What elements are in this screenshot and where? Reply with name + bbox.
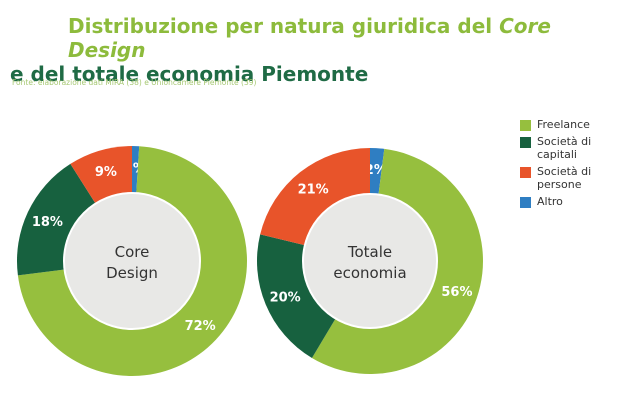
data-label: 20%: [270, 291, 301, 306]
legend-item: Società di persone: [520, 165, 617, 191]
legend-swatch: [520, 120, 531, 131]
data-label: 18%: [32, 215, 63, 230]
legend-label: Freelance: [537, 118, 590, 131]
data-label: 21%: [298, 183, 329, 198]
legend-label: Società di capitali: [537, 135, 592, 161]
legend-swatch: [520, 167, 531, 178]
legend-swatch: [520, 137, 531, 148]
title-line-2: e del totale economia Piemonte: [10, 62, 369, 86]
data-label: 72%: [185, 319, 216, 334]
legend-item: Società di capitali: [520, 135, 617, 161]
legend-item: Altro: [520, 195, 617, 208]
center-label: Totale: [347, 243, 392, 261]
center-label: economia: [333, 264, 406, 282]
legend-label: Altro: [537, 195, 563, 208]
legend-swatch: [520, 197, 531, 208]
title-line-1: Distribuzione per natura giuridica del C…: [10, 14, 610, 62]
donut-hole: [63, 192, 201, 330]
donut-hole: [302, 193, 438, 329]
center-label: Design: [106, 264, 158, 282]
chart-title: Distribuzione per natura giuridica del C…: [10, 14, 610, 86]
title-emphasis: Core Design: [68, 14, 551, 62]
legend: Freelance Società di capitali Società di p…: [520, 118, 617, 212]
data-label: 9%: [95, 165, 117, 180]
legend-label: Società di persone: [537, 165, 592, 191]
center-label: Core: [115, 243, 150, 261]
legend-item: Freelance: [520, 118, 617, 131]
data-label: 56%: [441, 285, 472, 300]
source-note: Fonte: elaborazione dati MIRA (38) e Uni…: [12, 78, 257, 87]
title-prefix: Distribuzione per natura giuridica del: [68, 14, 500, 38]
